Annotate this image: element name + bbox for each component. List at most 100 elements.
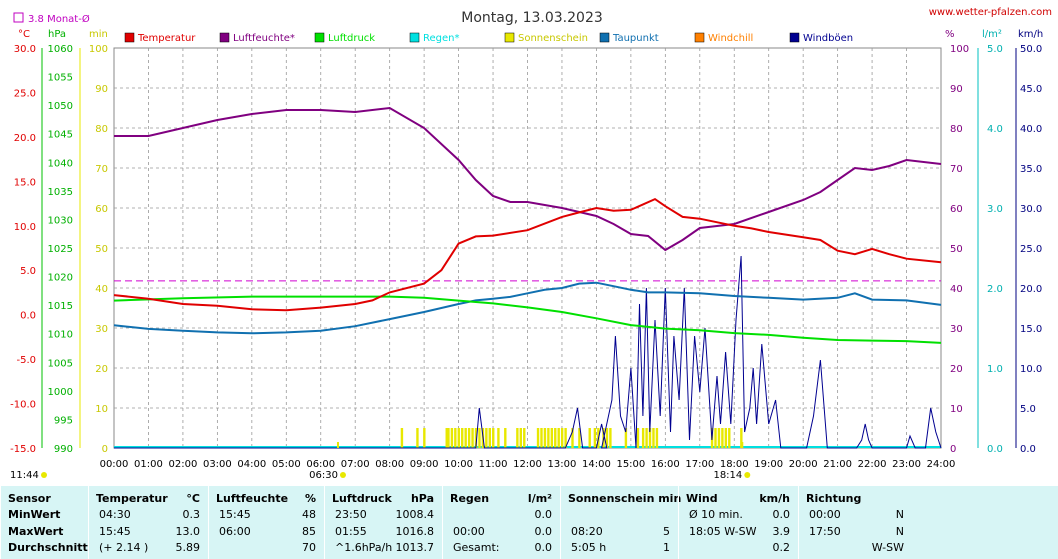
y-temp-tick-label: 5.0	[20, 266, 36, 277]
sunshine-bar	[714, 428, 717, 448]
y-temp-tick-label: 20.0	[14, 133, 36, 144]
y-hpa-tick-label: 1035	[48, 187, 73, 198]
sun-icon	[744, 472, 751, 478]
y-hpa-tick-label: 1060	[48, 44, 73, 55]
y-hpa-tick-label: 1000	[48, 387, 73, 398]
stats-column: Sensor MinWert MaxWert Durchschnitt	[0, 486, 88, 559]
stats-cell: 06:00	[219, 525, 251, 538]
monthly-avg-label: 3.8 Monat-Ø	[28, 13, 90, 25]
stats-cell: ^1.6hPa/h	[335, 541, 393, 554]
stats-value: N	[895, 525, 904, 538]
sunshine-bar	[605, 428, 609, 448]
y-wind-tick-label: 30.0	[1020, 204, 1042, 215]
legend-swatch	[694, 32, 705, 43]
sunshine-bar	[467, 428, 471, 448]
x-tick-label: 23:00	[892, 459, 921, 470]
sunshine-bar	[454, 428, 457, 448]
stats-cell: 15:45	[219, 508, 251, 521]
stats-cell: 17:50	[809, 525, 841, 538]
sunshine-bar	[728, 428, 731, 448]
statistics-table: Sensor MinWert MaxWert Durchschnitt Temperat…	[0, 486, 1058, 559]
sunshine-bar	[504, 428, 507, 448]
y-wind-tick-label: 45.0	[1020, 84, 1042, 95]
stats-cell: 04:30	[99, 508, 131, 521]
sunshine-bar	[423, 428, 426, 448]
moon-time-label: 11:44	[10, 470, 39, 481]
sunshine-bar	[571, 428, 574, 448]
y-rain-tick-label: 0.0	[987, 444, 1003, 455]
unit-celsius: °C	[18, 29, 30, 40]
stats-column-header: Regen	[450, 492, 490, 505]
y-percent-tick-label: 30	[950, 324, 963, 335]
y-percent-tick-label: 100	[950, 44, 969, 55]
stats-cell: 5:05 h	[571, 541, 607, 554]
unit-lm2: l/m²	[982, 29, 1002, 40]
x-tick-label: 12:00	[513, 459, 542, 470]
stats-value: 1013.7	[395, 541, 435, 554]
stats-cell: 00:00	[453, 525, 485, 538]
x-tick-label: 11:00	[479, 459, 508, 470]
stats-value: 1	[663, 541, 670, 554]
y-temp-tick-label: -10.0	[10, 400, 36, 411]
site-link[interactable]: www.wetter-pfalzen.com	[929, 7, 1052, 18]
y-wind-tick-label: 20.0	[1020, 284, 1042, 295]
stats-column: Sonnenschein min 08:20 5 5:05 h 1	[560, 486, 681, 559]
stats-column-header: Luftfeuchte	[216, 492, 289, 505]
y-rain-tick-label: 5.0	[987, 44, 1003, 55]
legend-swatch	[504, 32, 515, 43]
y-wind-tick-label: 15.0	[1020, 324, 1042, 335]
y-rain-tick-label: 1.0	[987, 364, 1003, 375]
sunshine-bar	[554, 428, 557, 448]
stats-value: W-SW	[871, 541, 904, 554]
sunshine-bar	[717, 428, 721, 448]
x-tick-label: 06:00	[306, 459, 335, 470]
y-percent-tick-label: 40	[950, 284, 963, 295]
sunshine-bar	[497, 428, 500, 448]
sunshine-bar	[560, 428, 564, 448]
sunshine-bar	[652, 428, 655, 448]
y-hpa-tick-label: 990	[54, 444, 73, 455]
chart-legend: Temperatur Luftfeuchte* Luftdruck Regen* Son…	[124, 32, 853, 44]
sunshine-bar	[450, 428, 454, 448]
x-tick-label: 00:00	[100, 459, 129, 470]
y-temp-tick-label: -5.0	[16, 355, 36, 366]
y-hpa-tick-label: 1050	[48, 101, 73, 112]
y-temp-tick-label: 25.0	[14, 88, 36, 99]
x-tick-label: 03:00	[203, 459, 232, 470]
chart-marks	[113, 106, 942, 449]
legend-swatch	[124, 32, 135, 43]
sunset-label: 18:14	[713, 470, 742, 481]
monthly-avg-swatch	[13, 12, 24, 23]
stats-value: 0.2	[772, 541, 791, 554]
y-hpa-tick-label: 1040	[48, 158, 73, 169]
y-wind-tick-label: 50.0	[1020, 44, 1042, 55]
x-tick-label: 13:00	[548, 459, 577, 470]
y-hpa-tick-label: 1045	[48, 130, 73, 141]
stats-value: 85	[302, 525, 316, 538]
sunshine-bar	[624, 428, 628, 448]
stats-column-header: Temperatur	[96, 492, 168, 505]
legend-label: Luftdruck	[328, 33, 375, 44]
sunshine-bar	[557, 428, 560, 448]
y-wind-tick-label: 25.0	[1020, 244, 1042, 255]
legend-swatch	[314, 32, 325, 43]
chart-axes: 00:00 01:00 02:00 03:00 04:00 05:00 06:00 07:00…	[10, 44, 1042, 481]
sunshine-bar	[578, 428, 581, 448]
stats-value: 0.0	[534, 541, 553, 554]
weather-chart: 00:00 01:00 02:00 03:00 04:00 05:00 06:00 07:00…	[10, 7, 1052, 481]
y-hpa-tick-label: 1010	[48, 330, 73, 341]
x-tick-label: 24:00	[927, 459, 956, 470]
x-tick-label: 10:00	[444, 459, 473, 470]
sunshine-bar	[416, 428, 419, 448]
stats-column-unit: hPa	[410, 492, 434, 505]
legend-swatch	[409, 32, 420, 43]
sunshine-bar	[488, 428, 491, 448]
stats-cell: 01:55	[335, 525, 367, 538]
y-min-tick-label: 80	[95, 124, 108, 135]
legend-label: Windböen	[803, 33, 853, 44]
y-wind-tick-label: 10.0	[1020, 364, 1042, 375]
series-line-windben	[114, 255, 942, 449]
stats-value: 70	[302, 541, 316, 554]
stats-value: 1008.4	[395, 508, 435, 521]
series-line-luftdruck	[113, 295, 942, 344]
